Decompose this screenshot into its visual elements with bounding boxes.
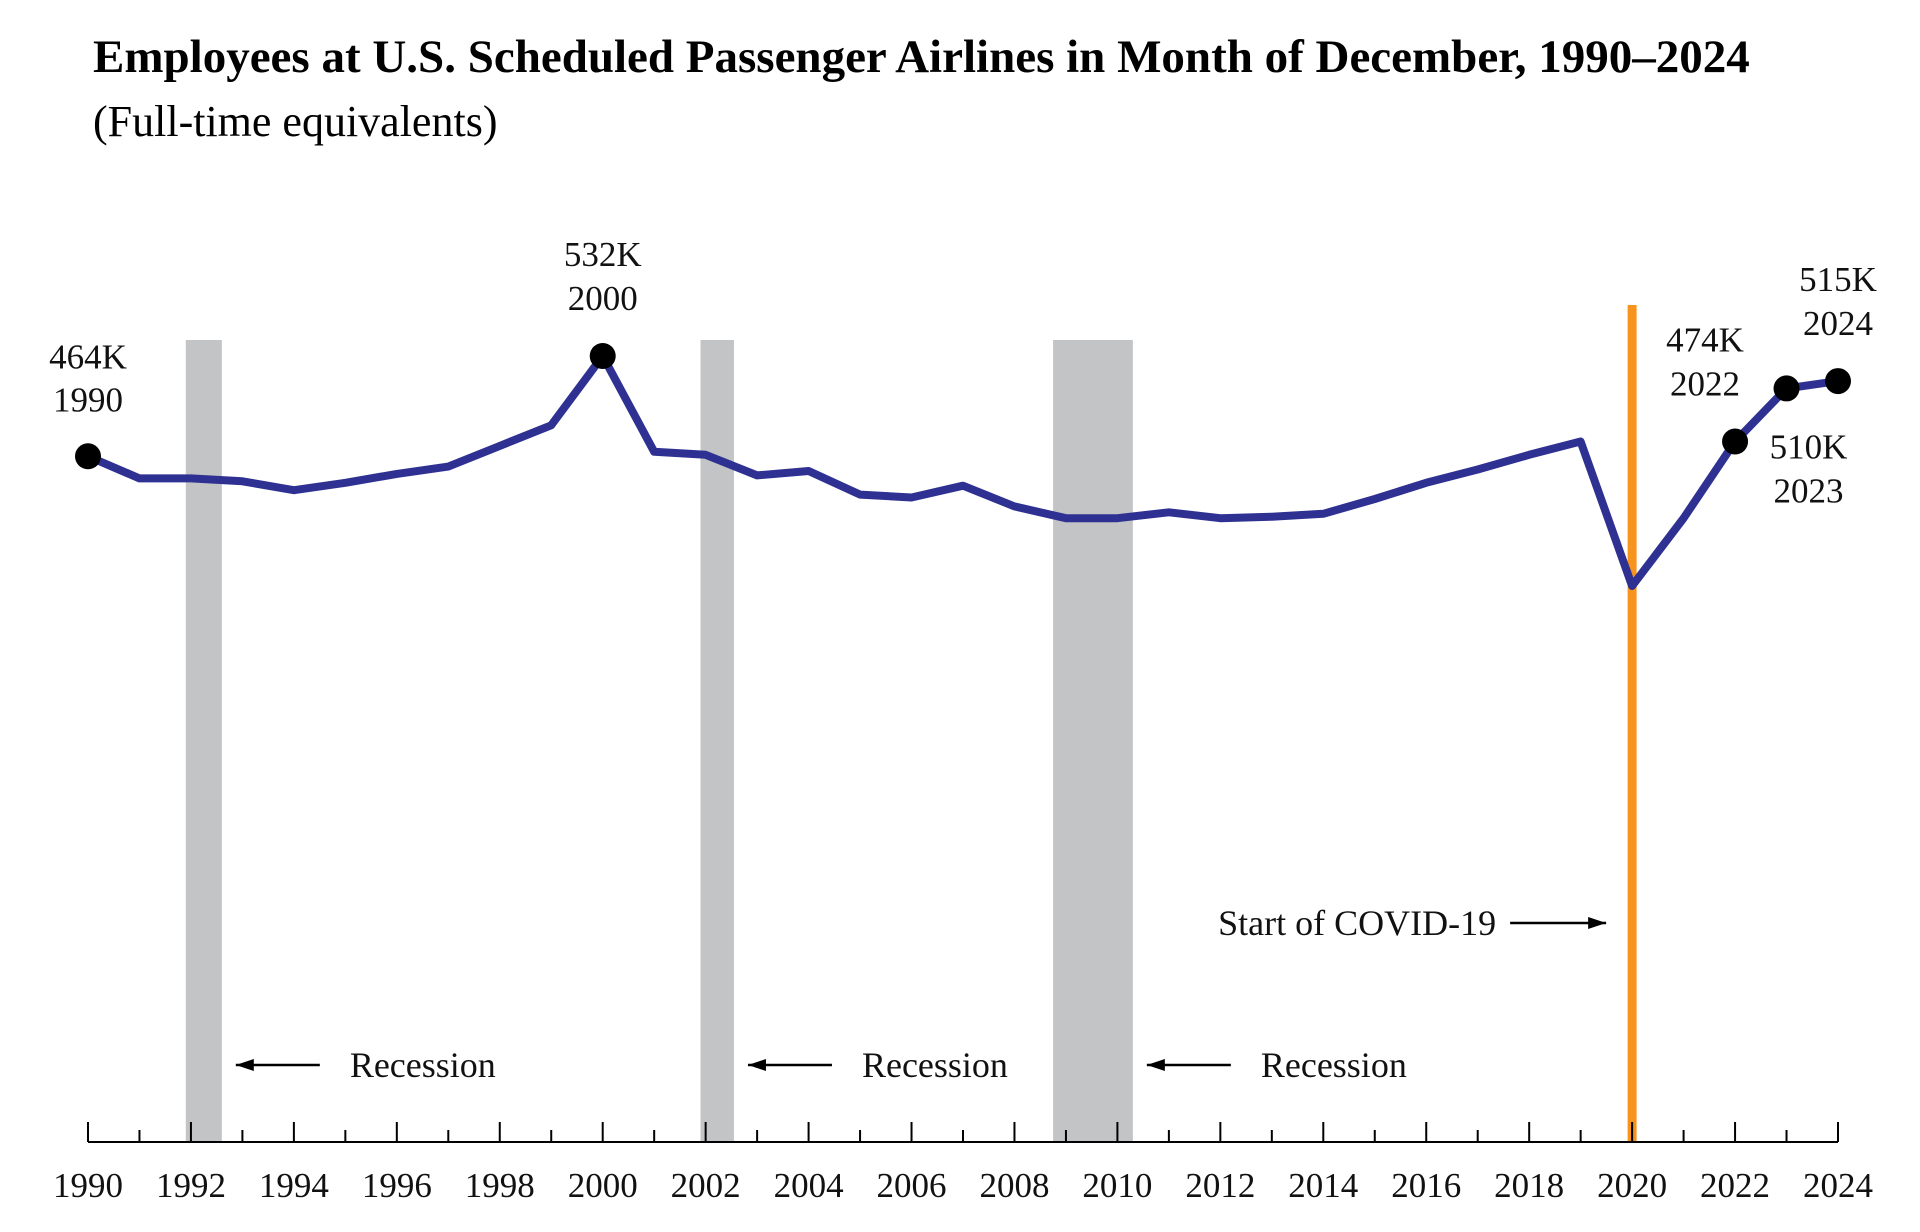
x-tick-label: 2022	[1700, 1166, 1770, 1205]
covid-label: Start of COVID-19	[1218, 903, 1496, 943]
x-tick-label: 1996	[362, 1166, 432, 1205]
point-value-label: 510K	[1770, 427, 1848, 466]
recession-arrow-head	[747, 1059, 766, 1071]
recession-band	[185, 340, 222, 1142]
x-tick-label: 2010	[1082, 1166, 1152, 1205]
x-tick-label: 1994	[259, 1166, 329, 1205]
series-line	[84, 352, 1842, 590]
x-tick-label: 2018	[1494, 1166, 1564, 1205]
x-tick-label: 2016	[1391, 1166, 1461, 1205]
point-value-label: 532K	[564, 235, 642, 274]
x-tick-label: 2014	[1288, 1166, 1358, 1205]
x-tick-label: 1990	[53, 1166, 123, 1205]
covid-arrow-head	[1588, 917, 1607, 929]
highlight-point	[1825, 368, 1851, 395]
point-year-label: 2024	[1803, 304, 1873, 343]
x-tick-label: 2020	[1597, 1166, 1667, 1205]
x-tick-label: 2000	[568, 1166, 638, 1205]
recession-band	[1053, 340, 1133, 1142]
highlight-point	[589, 343, 616, 369]
x-tick-label: 2004	[774, 1166, 844, 1205]
point-year-label: 2000	[568, 279, 638, 318]
chart-title: Employees at U.S. Scheduled Passenger Ai…	[93, 31, 1750, 83]
chart-subtitle: (Full-time equivalents)	[93, 97, 498, 146]
point-year-label: 2023	[1774, 471, 1844, 510]
recession-band	[700, 340, 734, 1142]
x-tick-label: 2008	[979, 1166, 1049, 1205]
x-tick-label: 2024	[1803, 1166, 1873, 1205]
recession-label: Recession	[862, 1045, 1008, 1085]
highlight-point	[75, 443, 101, 470]
point-value-label: 515K	[1799, 260, 1877, 299]
point-year-label: 1990	[53, 380, 123, 419]
point-value-label: 474K	[1666, 321, 1744, 360]
recession-label: Recession	[350, 1045, 496, 1085]
recession-label: Recession	[1261, 1045, 1407, 1085]
recession-arrow-head	[235, 1059, 254, 1071]
x-tick-label: 2006	[877, 1166, 947, 1205]
highlight-point	[1722, 428, 1749, 455]
x-tick-label: 1998	[465, 1166, 535, 1205]
x-tick-label: 2002	[671, 1166, 741, 1205]
recession-arrow-head	[1146, 1059, 1165, 1071]
highlight-point	[1773, 375, 1800, 402]
x-tick-label: 1992	[156, 1166, 226, 1205]
x-tick-label: 2012	[1185, 1166, 1255, 1205]
point-year-label: 2022	[1670, 365, 1740, 404]
point-value-label: 464K	[49, 337, 127, 376]
